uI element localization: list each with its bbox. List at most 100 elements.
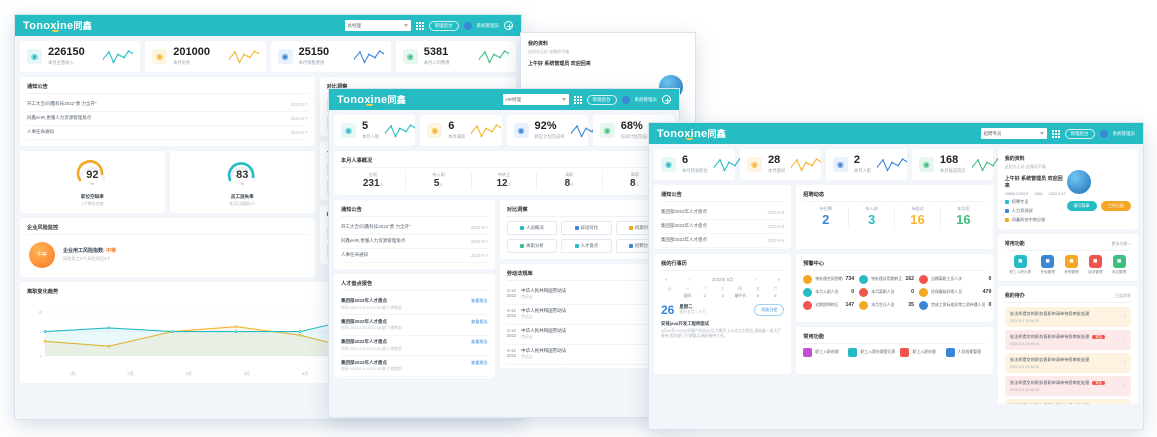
add-schedule-button[interactable]: 添加日程 bbox=[754, 303, 785, 316]
kpi-card[interactable]: ◉ 168 本月候选简历 bbox=[911, 149, 1003, 180]
apps-grid-icon[interactable] bbox=[415, 21, 424, 30]
calendar-next-icon[interactable]: › bbox=[754, 277, 757, 283]
report-item[interactable]: 集团部2022年人才盘点时间 2022-6-9 14:22:38 部门:销售部查… bbox=[341, 295, 488, 316]
quick-more-link[interactable]: 更多功能 > bbox=[1111, 240, 1131, 246]
role-select-1[interactable]: 总经理 bbox=[344, 20, 411, 31]
notice-item[interactable]: 人事任命通知 2022-6-7 bbox=[27, 126, 308, 140]
quick-item-right[interactable]: ■ 考勤管理 bbox=[1064, 255, 1079, 275]
profile-avatar[interactable] bbox=[1066, 170, 1091, 194]
risk-level-text: 中等 bbox=[106, 248, 117, 255]
window-dashboard-hr[interactable]: Tonoxine同鑫 HR经理 管理后台 系统管理员 ◉ 5 本月入职 ◉ 6 本月离职 ◉… bbox=[328, 88, 680, 418]
notice-item[interactable]: 人事任命通知 2022-6-7 bbox=[341, 249, 488, 263]
alert-item[interactable]: 近期即将转正 147 bbox=[803, 300, 854, 310]
notice-item[interactable]: 同鑫eHR,更懂人力资源管理角点 2022-6-7 bbox=[341, 235, 488, 249]
alert-item[interactable]: 当期离职工员人次 0 bbox=[918, 274, 991, 284]
kpi-card[interactable]: ◉ 6 本月新发职位 bbox=[654, 149, 745, 180]
report-item[interactable]: 集团部2022年人才盘点时间 2022-6-9 14:22:38 部门:销售部查… bbox=[341, 356, 488, 377]
report-item[interactable]: 集团部2022年人才盘点时间 2022-6-9 14:22:38 部门:销售部查… bbox=[341, 336, 488, 357]
avatar-3[interactable] bbox=[1099, 129, 1108, 138]
alert-item[interactable]: 待处理合同到期 734 bbox=[803, 274, 854, 284]
quick-item-right[interactable]: ■ 职工入职办理 bbox=[1010, 255, 1031, 275]
report-item[interactable]: 集团部2022年人才盘点时间 2022-6-9 14:22:38 部门:销售部查… bbox=[341, 315, 488, 336]
console-button-1[interactable]: 管理后台 bbox=[428, 20, 459, 31]
add-icon[interactable] bbox=[504, 21, 513, 30]
quick-item-right[interactable]: ■ 任免管理 bbox=[1040, 255, 1055, 275]
kpi-card[interactable]: ◉ 226150 本月主营收入 bbox=[20, 41, 141, 72]
insight-button[interactable]: 离职分析 bbox=[506, 238, 558, 253]
calendar-day-cell[interactable]: 6 bbox=[774, 293, 777, 298]
role-select-2[interactable]: HR经理 bbox=[502, 94, 569, 105]
report-view-link[interactable]: 查看报告 bbox=[471, 359, 488, 365]
todo-more-link[interactable]: 已读消息 bbox=[1115, 292, 1131, 298]
quick-item-3[interactable]: 职工入职办理 bbox=[803, 347, 843, 357]
report-view-link[interactable]: 查看报告 bbox=[471, 318, 488, 324]
kpi-card[interactable]: ◉ 25150 本月销售费用 bbox=[270, 41, 391, 72]
calendar-grid[interactable]: 日 一 二 三 四 五 六初四 2 3 端午节 5 6 bbox=[661, 287, 784, 299]
avatar-2[interactable] bbox=[621, 95, 630, 104]
calendar-day-cell[interactable] bbox=[661, 294, 679, 299]
calendar-panel[interactable]: 我的行事历 « ‹ 2022年 6月 › » 日一二三四五六初四 2 3 端午节 5 6 … bbox=[654, 253, 792, 374]
todo-item[interactable]: 张法师提交的职务晋职申请单待您审批处理 紧急 2022-6-9 15:38:35 › bbox=[1004, 330, 1131, 350]
report-view-link[interactable]: 查看报告 bbox=[471, 298, 488, 304]
calendar-day-cell[interactable]: 3 bbox=[721, 293, 724, 298]
kpi-card[interactable]: ◉ 201000 本月毛利 bbox=[145, 41, 266, 72]
kpi-card[interactable]: ◉ 5 本月入职 bbox=[334, 115, 417, 146]
alert-item[interactable]: 本月离职人员 0 bbox=[859, 287, 914, 297]
insight-button[interactable]: 人才盘点 bbox=[561, 238, 612, 253]
quick-item-3[interactable]: 职工入职办理 bbox=[900, 347, 940, 357]
kpi-card[interactable]: ◉ 6 本月离职 bbox=[420, 115, 503, 146]
console-button-2[interactable]: 管理后台 bbox=[586, 94, 617, 105]
kpi-card[interactable]: ◉ 2 本月入职 bbox=[825, 149, 908, 180]
profile-badge-1[interactable]: 填写简章 bbox=[1066, 201, 1097, 211]
alert-item[interactable]: 完成工资标准异常工资待遇人员 0 bbox=[918, 300, 991, 310]
alert-item[interactable]: 本月入职人员 0 bbox=[803, 287, 854, 297]
add-icon-2[interactable] bbox=[662, 95, 671, 104]
console-button-3[interactable]: 管理后台 bbox=[1064, 128, 1095, 139]
calendar-prev-icon[interactable]: ‹ bbox=[688, 277, 691, 283]
alert-item[interactable]: 本月生日人员 35 bbox=[859, 300, 914, 310]
quick-item-3[interactable]: 职工入职办理登记表 bbox=[848, 347, 895, 357]
role-select-3[interactable]: 招聘专员 bbox=[980, 128, 1047, 139]
calendar-day-cell[interactable]: 端午节 bbox=[734, 293, 746, 298]
notice-item[interactable]: 开工大吉!同鑫科技2022“勇 力全开” 2022-6-7 bbox=[341, 221, 488, 235]
calendar-day-cell[interactable]: 5 bbox=[756, 293, 759, 298]
apps-grid-icon-2[interactable] bbox=[573, 95, 582, 104]
calendar-day-cell[interactable]: 初四 bbox=[683, 293, 692, 298]
alert-item[interactable]: 社保缴纳异常人员 479 bbox=[918, 287, 991, 297]
alert-item[interactable]: 待处理试用期转正 162 bbox=[859, 274, 914, 284]
calendar-day-cell[interactable]: 2 bbox=[703, 293, 707, 298]
quick-item-right[interactable]: ■ 培训管理 bbox=[1088, 255, 1102, 275]
todo-text: 张法师提交的职务晋职申请单待您审批处理 bbox=[1009, 357, 1090, 362]
todo-item[interactable]: 张法师提交的职务晋职申请单待您审批处理 紧急 2022-6-9 15:38:35 › bbox=[1004, 376, 1131, 396]
law-sub: 劳动法 bbox=[521, 315, 533, 320]
avatar[interactable] bbox=[463, 21, 472, 30]
kpi-card[interactable]: ◉ 28 本月面试 bbox=[739, 149, 823, 180]
notice-item[interactable]: 同鑫eHR,更懂人力资源管理角点 2022-6-7 bbox=[27, 112, 308, 126]
kpi-card[interactable]: ◉ 5381 本月人均费用 bbox=[395, 41, 516, 72]
quick-item-3[interactable]: 人员档案管理 bbox=[945, 347, 986, 357]
notice-item[interactable]: 开工大吉!同鑫科技2022“勇 力全开” 2022-6-7 bbox=[27, 98, 308, 112]
profile-badge-2[interactable]: 工作日报 bbox=[1101, 201, 1131, 211]
report-view-link[interactable]: 查看报告 bbox=[471, 339, 488, 345]
apps-grid-icon-3[interactable] bbox=[1051, 129, 1060, 138]
calendar-prev-year-icon[interactable]: « bbox=[665, 277, 668, 283]
calendar-next-year-icon[interactable]: » bbox=[777, 277, 781, 283]
insight-button[interactable]: 异动对比 bbox=[561, 220, 612, 235]
quick-item-right[interactable]: ■ 岗位管理 bbox=[1112, 255, 1126, 275]
insight-button[interactable]: 人员概况 bbox=[506, 220, 558, 235]
window-dashboard-recruit[interactable]: Tonoxine同鑫 招聘专员 管理后台 系统管理员 ◉ 6 本月新发职位 ◉ 28 本月… bbox=[648, 122, 1144, 430]
kpi-card[interactable]: ◉ 92% 转正计划完成率 bbox=[506, 115, 602, 146]
